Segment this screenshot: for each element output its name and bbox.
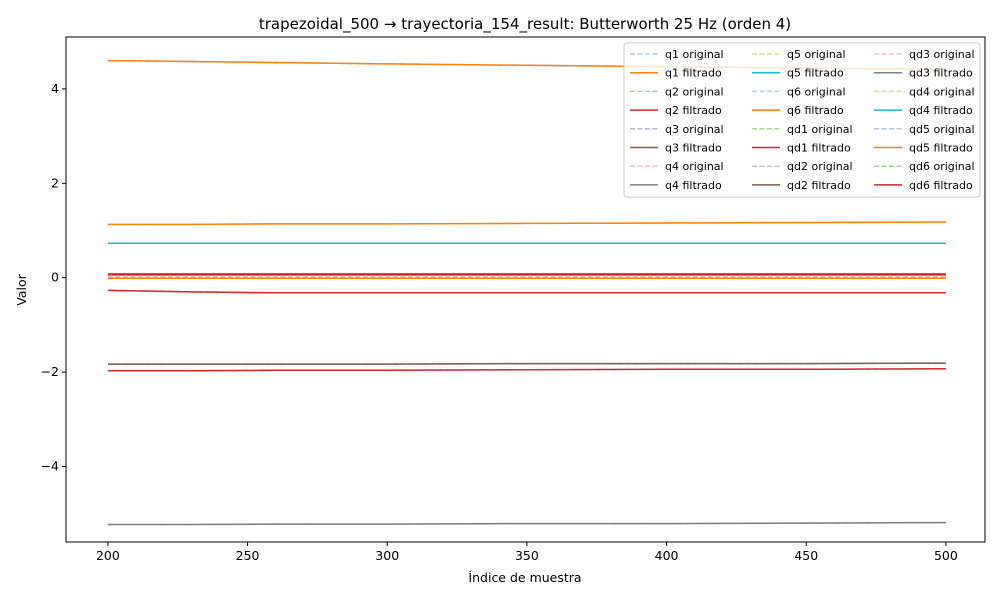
legend-label: qd5 original [909,123,975,136]
plot-frame [65,36,986,543]
y-tick-label: −2 [41,364,59,379]
x-axis-label: Índice de muestra [468,570,581,585]
legend-label: q2 original [665,85,724,98]
series-line-q4-filtrado [107,521,946,526]
x-tick-label: 350 [515,548,539,563]
legend-label: qd4 original [909,85,975,98]
y-tick-label: 0 [51,270,59,285]
legend-label: q3 filtrado [665,142,722,155]
x-tick-label: 250 [236,548,260,563]
series-layer [107,59,946,526]
legend-label: qd1 original [787,123,853,136]
series-line-q3-filtrado [107,362,946,365]
legend-label: q6 filtrado [787,104,844,117]
x-tick-label: 500 [934,548,958,563]
legend-label: qd4 filtrado [909,104,973,117]
legend-label: q3 original [665,123,724,136]
legend-label: qd6 filtrado [909,179,973,192]
legend-label: qd5 filtrado [909,142,973,155]
y-axis-label: Valor [14,273,29,305]
x-axis: 200 250 300 350 400 450 500 [96,542,958,563]
y-tick-label: 4 [51,81,59,96]
y-tick-label: −4 [41,458,59,473]
legend-label: q5 filtrado [787,67,844,80]
y-tick-label: 2 [51,175,59,190]
legend-label: q4 original [665,160,724,173]
series-line-q6-filtrado [107,221,946,226]
legend-label: q5 original [787,48,846,61]
series-line-qd1-filtrado [107,368,946,372]
legend-label: qd6 original [909,160,975,173]
x-tick-label: 450 [794,548,818,563]
y-axis: −4 −2 0 2 4 [41,81,66,473]
legend-label: qd3 original [909,48,975,61]
legend-box [623,42,981,198]
legend-label: q6 original [787,85,846,98]
legend-label: q1 filtrado [665,67,722,80]
x-tick-label: 200 [96,548,120,563]
legend-label: qd2 original [787,160,853,173]
legend-label: qd1 filtrado [787,142,851,155]
x-tick-label: 300 [375,548,399,563]
chart-title: trapezoidal_500 → trayectoria_154_result… [259,15,791,34]
legend: q1 original q1 filtrado q2 original q2 filt… [623,42,981,198]
legend-label: qd3 filtrado [909,67,973,80]
series-line-q2-filtrado [107,289,946,294]
legend-label: q1 original [665,48,724,61]
legend-label: q4 filtrado [665,179,722,192]
legend-label: q2 filtrado [665,104,722,117]
x-tick-label: 400 [655,548,679,563]
legend-label: qd2 filtrado [787,179,851,192]
